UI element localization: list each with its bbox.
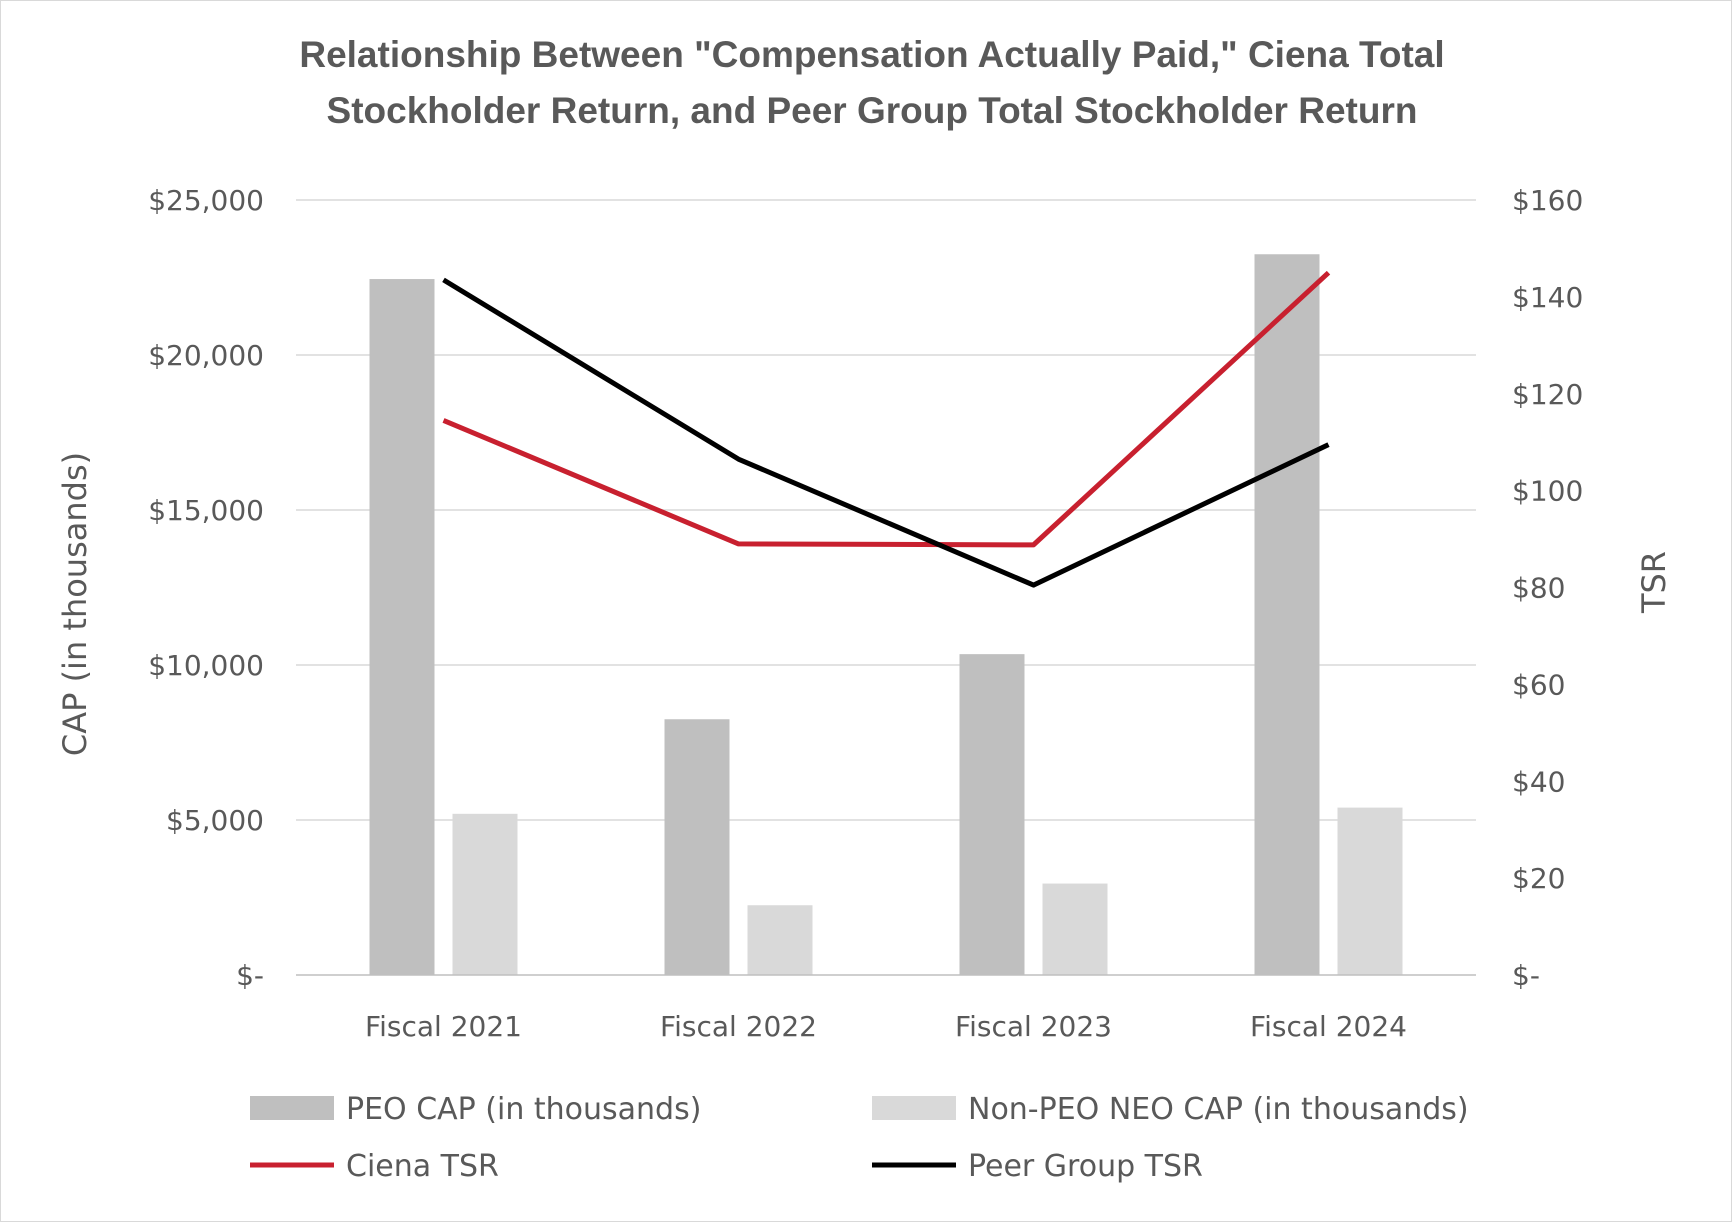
x-tick-label: Fiscal 2022 [660,1010,817,1043]
y-tick-label: $15,000 [148,494,264,527]
y-tick-label: $20,000 [148,339,264,372]
peo-cap-bar [664,719,730,975]
y-tick-label: $- [236,959,264,992]
non-peo-neo-cap-bar [747,905,813,975]
y2-tick-label: $20 [1512,862,1565,895]
y2-tick-label: $100 [1512,475,1583,508]
legend-label: Ciena TSR [346,1149,499,1184]
y2-axis-title: TSR [1635,551,1673,614]
y-tick-label: $10,000 [148,649,264,682]
ciena-tsr-line [442,270,1331,548]
y-tick-label: $25,000 [148,184,264,217]
chart-title: Relationship Between "Compensation Actua… [299,34,1444,131]
x-tick-label: Fiscal 2023 [955,1010,1112,1043]
peo-cap-bar [1254,254,1320,975]
non-peo-neo-cap-bar [1337,807,1403,975]
x-tick-label: Fiscal 2024 [1250,1010,1407,1043]
y2-tick-label: $40 [1512,765,1565,798]
y-tick-label: $5,000 [166,804,264,837]
chart-title-line-1: Relationship Between "Compensation Actua… [299,34,1444,75]
y2-tick-label: $- [1512,959,1540,992]
y2-tick-label: $80 [1512,572,1565,605]
y2-tick-label: $120 [1512,378,1583,411]
y2-tick-label: $160 [1512,184,1583,217]
legend-label: Non-PEO NEO CAP (in thousands) [968,1092,1469,1127]
legend-label: PEO CAP (in thousands) [346,1092,701,1127]
y2-tick-label: $140 [1512,281,1583,314]
y-axis-title: CAP (in thousands) [56,452,94,756]
legend: PEO CAP (in thousands) Non-PEO NEO CAP (i… [250,1092,1469,1184]
peo-cap-bar [369,279,435,975]
chart-title-line-2: Stockholder Return, and Peer Group Total… [327,90,1418,131]
legend-label: Peer Group TSR [968,1149,1203,1184]
y2-tick-label: $60 [1512,668,1565,701]
peo-cap-bar [959,654,1025,975]
legend-swatch-bar [872,1096,956,1120]
non-peo-neo-cap-bar [1042,883,1108,975]
peer-group-tsr-line [442,277,1330,588]
legend-swatch-bar [250,1096,334,1120]
x-tick-label: Fiscal 2021 [365,1010,522,1043]
tsr-lines [442,270,1331,588]
axes: $- $5,000 $10,000 $15,000 $20,000 $25,000 $- $2… [148,184,1583,1043]
bars [369,254,1403,975]
non-peo-neo-cap-bar [452,813,518,975]
